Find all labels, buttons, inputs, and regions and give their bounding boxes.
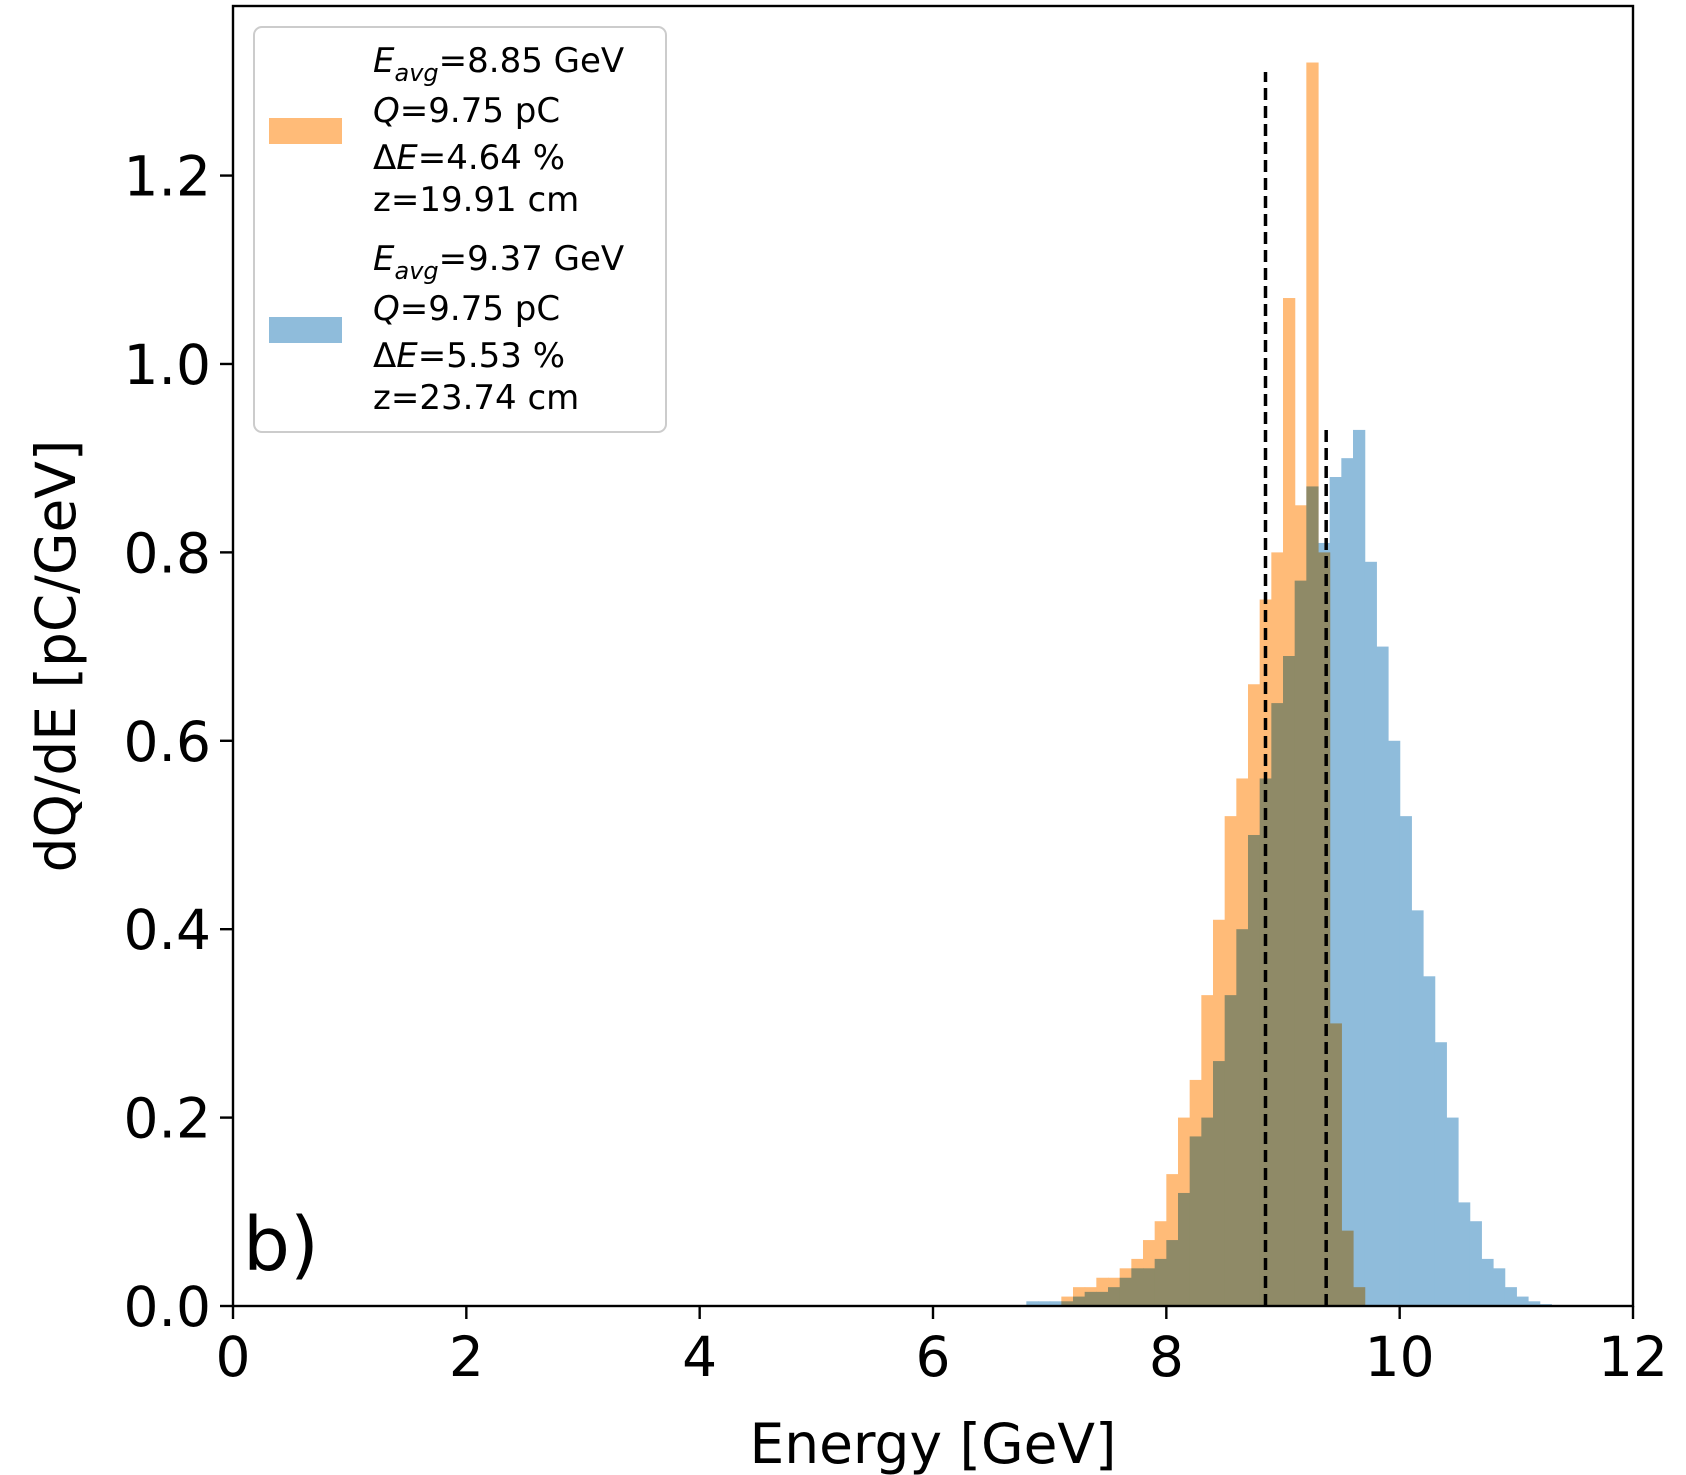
legend-swatch-blue xyxy=(269,317,342,343)
histogram-bar xyxy=(1528,1301,1541,1306)
histogram-bar xyxy=(1108,1287,1121,1306)
legend: Eavg=8.85 GeV Q=9.75 pC ΔE=4.64 % z=19.9… xyxy=(253,26,667,433)
legend-blue-q-symbol: Q xyxy=(373,289,400,329)
histogram-bar xyxy=(1166,1240,1179,1306)
histogram-bar xyxy=(1329,477,1342,1306)
axis-ticks: 0 2 4 6 8 10 12 0.0 0.2 0.4 0.6 0.8 1.0 1.2 xyxy=(124,145,1668,1389)
y-tick-label: 0.4 xyxy=(124,898,211,962)
series-1-bars xyxy=(1026,429,1552,1306)
y-tick-label: 0.0 xyxy=(124,1275,211,1339)
histogram-bar xyxy=(1423,976,1436,1306)
histogram-bar xyxy=(1411,910,1424,1306)
histogram-bar xyxy=(1481,1258,1494,1306)
histogram-bar xyxy=(1236,929,1249,1306)
legend-blue-de-symbol: E xyxy=(396,336,418,376)
histogram-bar xyxy=(1504,1287,1517,1306)
histogram-bar xyxy=(1154,1258,1167,1306)
legend-blue-eavg-value: =9.37 GeV xyxy=(439,239,625,279)
legend-orange-eavg-symbol: E xyxy=(373,41,395,81)
histogram-bar xyxy=(1119,1277,1132,1306)
histogram-bar xyxy=(1306,486,1319,1306)
y-tick-label: 0.6 xyxy=(124,710,211,774)
histogram-bar xyxy=(1516,1296,1529,1306)
x-tick-label: 0 xyxy=(216,1325,251,1389)
histogram-bar xyxy=(1364,561,1377,1306)
legend-orange-eavg: Eavg=8.85 GeV xyxy=(373,41,624,87)
histogram-bar xyxy=(1469,1221,1482,1306)
histogram-bars xyxy=(1026,62,1552,1306)
panel-label: b) xyxy=(243,1202,319,1288)
legend-orange-de-value: =4.64 % xyxy=(418,138,565,178)
legend-orange-eavg-value: =8.85 GeV xyxy=(439,41,625,81)
legend-orange-q: Q=9.75 pC xyxy=(373,91,560,131)
x-tick-label: 2 xyxy=(449,1325,484,1389)
x-tick-label: 8 xyxy=(1149,1325,1184,1389)
x-axis-label: Energy [GeV] xyxy=(749,1412,1116,1475)
histogram-bar xyxy=(1061,1301,1074,1306)
histogram-bar xyxy=(1131,1268,1144,1306)
histogram-bar xyxy=(1178,1192,1191,1306)
legend-orange-z: z=19.91 cm xyxy=(373,180,579,220)
histogram-bar xyxy=(1493,1268,1506,1306)
histogram-bar xyxy=(1224,995,1237,1306)
x-tick-label: 10 xyxy=(1365,1325,1435,1389)
x-tick-label: 4 xyxy=(682,1325,717,1389)
histogram-bar xyxy=(1294,580,1307,1306)
legend-blue-de-value: =5.53 % xyxy=(418,336,565,376)
legend-orange-q-symbol: Q xyxy=(373,91,400,131)
legend-orange-de: ΔE=4.64 % xyxy=(373,138,565,178)
histogram-bar xyxy=(1318,542,1331,1306)
y-tick-label: 1.0 xyxy=(124,333,211,397)
legend-orange-de-symbol: E xyxy=(396,138,418,178)
histogram-bar xyxy=(1283,656,1296,1306)
legend-blue-q-value: =9.75 pC xyxy=(400,289,560,329)
x-tick-label: 12 xyxy=(1598,1325,1668,1389)
histogram-bar xyxy=(1458,1202,1471,1306)
histogram-bar xyxy=(1213,1061,1226,1306)
histogram-bar xyxy=(1096,1291,1109,1306)
legend-swatch-orange xyxy=(269,118,342,144)
histogram-bar xyxy=(1341,458,1354,1306)
legend-blue-z: z=23.74 cm xyxy=(373,378,579,418)
y-axis-label: dQ/dE [pC/GeV] xyxy=(24,440,88,873)
histogram-bar xyxy=(1038,1301,1051,1306)
legend-orange-q-value: =9.75 pC xyxy=(400,91,560,131)
y-tick-label: 0.2 xyxy=(124,1087,211,1151)
histogram-bar xyxy=(1189,1136,1202,1306)
histogram-bar xyxy=(1376,646,1389,1306)
histogram-bar xyxy=(1388,740,1401,1306)
histogram-bar xyxy=(1399,816,1412,1306)
legend-orange-de-prefix: Δ xyxy=(373,138,396,178)
histogram-bar xyxy=(1434,1042,1447,1306)
legend-blue-de: ΔE=5.53 % xyxy=(373,336,565,376)
legend-blue-eavg: Eavg=9.37 GeV xyxy=(373,239,624,285)
histogram-bar xyxy=(1271,703,1284,1306)
histogram-bar xyxy=(1446,1117,1459,1306)
histogram-bar xyxy=(1084,1291,1097,1306)
histogram-bar xyxy=(1353,429,1366,1306)
legend-box xyxy=(253,26,667,433)
legend-blue-eavg-symbol: E xyxy=(373,239,395,279)
legend-orange-eavg-subscript: avg xyxy=(394,59,438,87)
legend-blue-de-prefix: Δ xyxy=(373,336,396,376)
legend-blue-q: Q=9.75 pC xyxy=(373,289,560,329)
mean-lines xyxy=(1263,71,1328,1306)
histogram-bar xyxy=(1073,1296,1086,1306)
histogram-bar xyxy=(1248,834,1261,1306)
histogram-bar xyxy=(1143,1268,1156,1306)
histogram-bar xyxy=(1049,1301,1062,1306)
histogram-bar xyxy=(1026,1301,1039,1306)
legend-blue-eavg-subscript: avg xyxy=(394,257,438,285)
x-tick-label: 6 xyxy=(916,1325,951,1389)
y-tick-label: 0.8 xyxy=(124,521,211,585)
y-tick-label: 1.2 xyxy=(124,145,211,209)
histogram-bar xyxy=(1201,1117,1214,1306)
